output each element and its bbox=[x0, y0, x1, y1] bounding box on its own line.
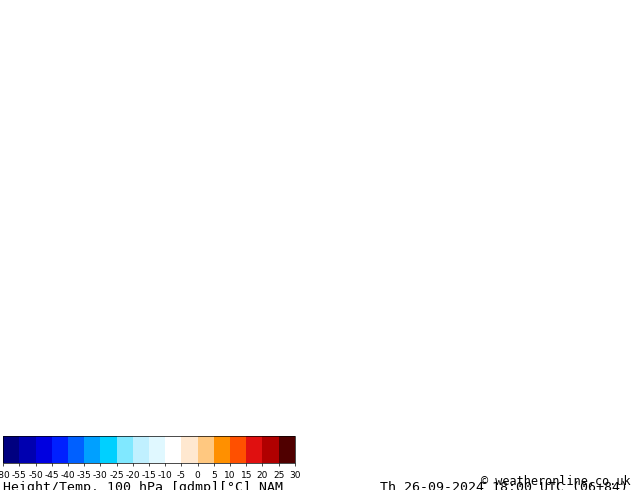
Text: Error: No module named 'cartopy': Error: No module named 'cartopy' bbox=[223, 204, 411, 215]
Text: Th 26-09-2024 18:00 UTC (06+84): Th 26-09-2024 18:00 UTC (06+84) bbox=[380, 481, 628, 490]
Text: Height/Temp. 100 hPa [gdmp][°C] NAM: Height/Temp. 100 hPa [gdmp][°C] NAM bbox=[3, 481, 283, 490]
Text: © weatheronline.co.uk: © weatheronline.co.uk bbox=[481, 475, 631, 489]
